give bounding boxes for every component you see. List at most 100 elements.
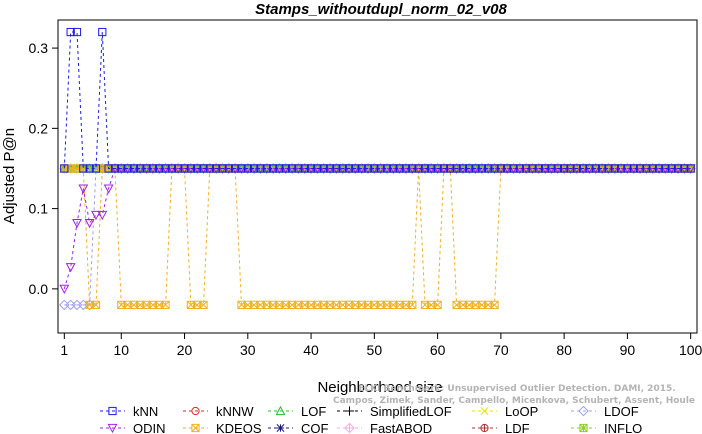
data-point-knn (370, 164, 379, 173)
data-point-knn (218, 164, 227, 173)
data-point-knn (401, 164, 411, 173)
data-point-knn (199, 164, 208, 173)
data-point-kdeos (490, 300, 499, 310)
data-point-knn (572, 164, 581, 173)
data-point-knn (250, 164, 259, 173)
legend-marker-ldof (578, 405, 589, 417)
legend-label-simplifiedlof: SimplifiedLOF (370, 404, 452, 419)
data-point-odin (78, 184, 89, 194)
data-point-knn (541, 164, 550, 173)
legend-item-knn: kNN (100, 404, 158, 419)
data-point-knn (465, 164, 474, 173)
legend-marker-kdeos (191, 423, 200, 433)
x-tick-label: 80 (556, 342, 572, 358)
data-point-knn (389, 164, 398, 173)
data-point-odin (91, 210, 101, 221)
data-point-knn (610, 164, 619, 173)
legend-label-knn: kNN (133, 404, 158, 419)
data-point-knn (262, 164, 271, 173)
data-point-knn (528, 164, 537, 173)
x-tick-label: 50 (367, 342, 383, 358)
data-point-knn (522, 164, 531, 173)
data-point-knn (91, 164, 101, 173)
legend-label-ldof: LDOF (604, 404, 639, 419)
data-point-knn (344, 164, 354, 173)
data-point-knn (496, 164, 505, 173)
data-point-knn (72, 27, 82, 37)
data-point-knn (300, 164, 309, 173)
data-point-knn (547, 164, 556, 173)
data-point-knn (604, 164, 613, 173)
data-point-knn (79, 164, 88, 173)
data-point-knn (509, 164, 518, 173)
legend-marker-cof (276, 424, 285, 432)
y-tick-label: 0.0 (29, 281, 49, 297)
data-point-knn (294, 164, 303, 173)
data-point-knn (117, 164, 126, 173)
legend-item-ldf: LDF (472, 421, 530, 434)
data-point-knn (560, 164, 569, 173)
legend-item-knnw: kNNW (183, 404, 254, 419)
legend-marker-loop (480, 407, 489, 415)
data-point-knn (515, 164, 524, 173)
data-point-knn (427, 164, 436, 173)
legend-marker-knn (108, 406, 117, 416)
x-tick-label: 60 (430, 342, 446, 358)
data-point-knn (243, 164, 252, 173)
series-knn (60, 27, 695, 173)
data-point-knn (458, 164, 468, 173)
data-point-knn (332, 164, 341, 173)
legend-label-inflo: INFLO (604, 421, 642, 434)
data-point-knn (503, 164, 512, 173)
data-point-kdeos (91, 300, 101, 310)
data-point-odin (59, 284, 70, 295)
data-point-knn (661, 164, 670, 173)
legend-item-kdeos: KDEOS (183, 421, 262, 434)
data-point-knn (110, 164, 120, 173)
data-point-kdeos (161, 300, 170, 310)
data-point-knn (686, 164, 695, 173)
data-point-knn (129, 164, 139, 173)
data-point-odin (72, 218, 82, 229)
y-tick-label: 0.1 (29, 201, 49, 217)
legend-marker-lof (275, 405, 286, 416)
data-point-knn (319, 164, 328, 173)
data-point-knn (616, 164, 626, 173)
y-tick-label: 0.2 (29, 120, 49, 136)
data-point-knn (155, 164, 164, 173)
series-line-kdeos (64, 168, 691, 306)
data-point-knn (579, 164, 588, 173)
data-point-knn (439, 164, 449, 173)
legend-item-ldof: LDOF (571, 404, 639, 419)
legend-item-inflo: INFLO (571, 421, 642, 434)
data-point-knn (186, 164, 195, 173)
data-point-knn (193, 164, 202, 173)
data-point-knn (275, 164, 284, 173)
data-point-odin (84, 218, 95, 229)
chart-title: Stamps_withoutdupl_norm_02_v08 (255, 1, 507, 18)
y-axis-label: Adjusted P@n (1, 128, 18, 224)
series-ldof (59, 163, 696, 311)
data-point-knn (338, 164, 347, 173)
data-point-knn (123, 164, 132, 173)
legend-marker-simplifiedlof (344, 406, 355, 416)
data-point-knn (654, 164, 664, 173)
data-point-knn (408, 164, 417, 173)
data-point-knn (325, 164, 335, 173)
data-point-kdeos (408, 300, 417, 310)
data-point-knn (167, 164, 176, 173)
series-line-ldof (64, 168, 691, 306)
legend-item-loop: LoOP (472, 404, 538, 419)
data-point-knn (591, 164, 600, 173)
legend-item-cof: COF (268, 421, 329, 434)
legend-label-kdeos: KDEOS (216, 421, 262, 434)
series-line-knn (63, 31, 691, 169)
data-point-knn (642, 164, 651, 173)
data-point-knn (534, 164, 543, 173)
data-point-knn (66, 27, 75, 37)
data-point-knn (237, 164, 246, 173)
x-tick-label: 40 (303, 342, 319, 358)
watermark-line-2: Campos, Zimek, Sander, Campello, Micenko… (333, 396, 695, 406)
data-point-knn (648, 164, 657, 173)
